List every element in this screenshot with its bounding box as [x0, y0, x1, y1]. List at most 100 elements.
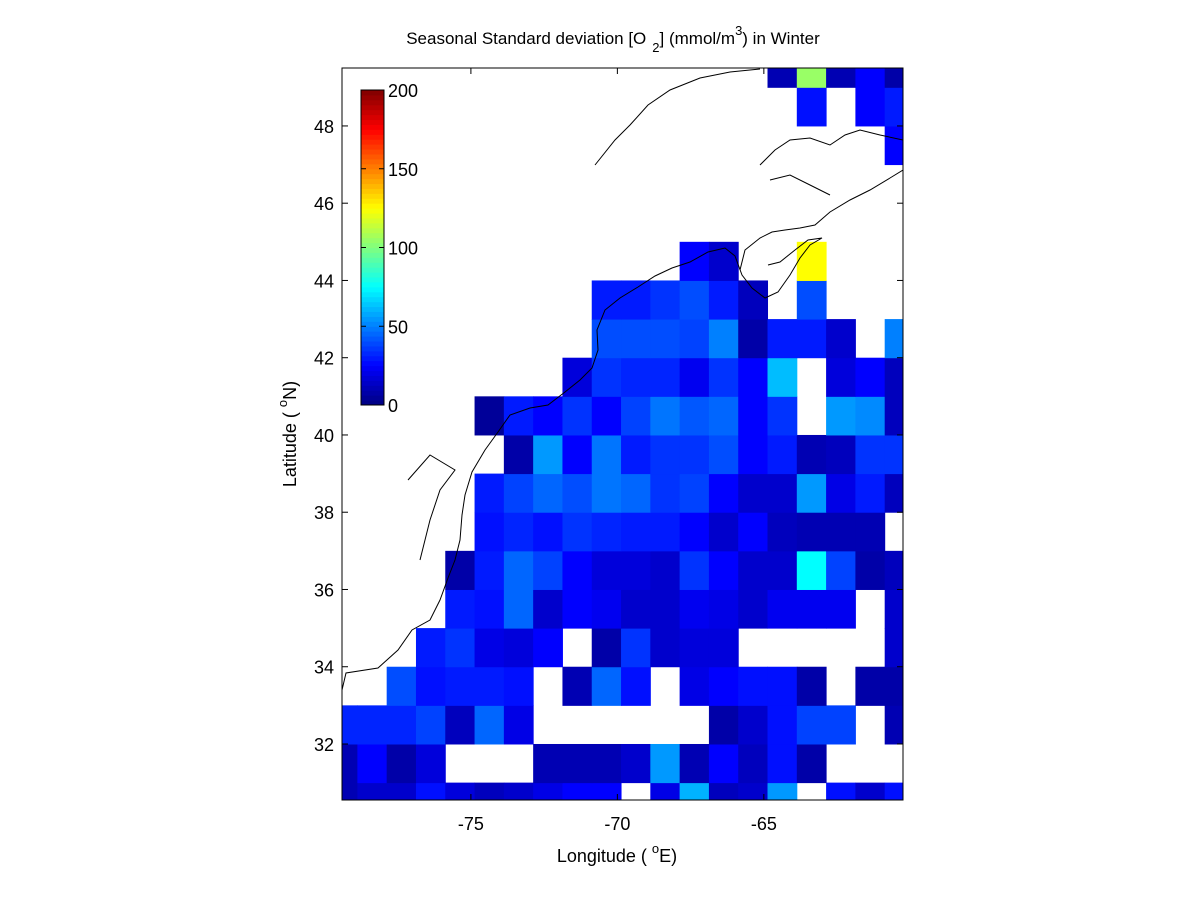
cell: [533, 550, 563, 590]
colorbar-swatch: [361, 336, 384, 342]
x-tick-label: -70: [604, 814, 630, 834]
cell: [884, 357, 903, 397]
y-tick-label: 48: [314, 117, 334, 137]
cell: [796, 434, 827, 475]
cell: [855, 396, 886, 436]
colorbar-swatch: [361, 370, 384, 376]
cell: [621, 743, 651, 784]
cell: [650, 743, 681, 784]
cell: [562, 782, 593, 800]
cell: [562, 666, 593, 706]
cell: [708, 512, 739, 552]
cell: [796, 666, 827, 706]
cell: [767, 743, 798, 784]
cell: [562, 473, 593, 513]
cell: [767, 357, 798, 397]
colorbar-tick-label: 150: [388, 160, 418, 180]
cell: [738, 280, 769, 320]
cell: [884, 396, 903, 436]
colorbar-swatch: [361, 242, 384, 248]
cell: [679, 396, 710, 436]
cell: [591, 666, 622, 706]
cell: [386, 666, 417, 706]
colorbar-swatch: [361, 326, 384, 332]
cell: [796, 280, 827, 320]
cell: [591, 589, 622, 629]
cell: [767, 396, 798, 436]
cell: [796, 589, 827, 629]
y-tick-label: 36: [314, 580, 334, 600]
cell: [679, 434, 710, 475]
cell: [679, 589, 710, 629]
colorbar-swatch: [361, 316, 384, 322]
cell: [591, 628, 622, 668]
colorbar-swatch: [361, 355, 384, 362]
cell: [533, 434, 563, 475]
cell: [591, 434, 622, 475]
colorbar-swatch: [361, 286, 384, 293]
colorbar-swatch: [361, 193, 384, 199]
colorbar-swatch: [361, 375, 384, 381]
colorbar-tick-label: 50: [388, 317, 408, 337]
coastline: [342, 68, 903, 691]
cell: [826, 512, 856, 552]
chart-title: Seasonal Standard deviation [O 2] (mmol/m…: [406, 23, 820, 55]
cell: [826, 473, 856, 513]
colorbar-swatch: [361, 291, 384, 298]
cell: [445, 782, 476, 800]
cell: [591, 473, 622, 513]
cell: [679, 473, 710, 513]
cell: [855, 666, 886, 706]
x-tick-label: -65: [751, 814, 777, 834]
cell: [445, 705, 476, 745]
y-tick-label: 40: [314, 426, 334, 446]
cell: [796, 241, 827, 281]
cell: [533, 512, 563, 552]
colorbar-swatch: [361, 94, 384, 101]
x-axis-label-part: E): [659, 846, 677, 866]
colorbar-swatch: [361, 267, 384, 273]
cell: [342, 743, 358, 784]
colorbar-swatch: [361, 114, 384, 121]
cell: [342, 782, 358, 800]
cell: [708, 705, 739, 745]
cell: [650, 396, 681, 436]
cell: [386, 705, 417, 745]
cell: [591, 357, 622, 397]
cell: [738, 434, 769, 475]
cell: [650, 589, 681, 629]
cell: [738, 473, 769, 513]
cell: [503, 782, 534, 800]
colorbar-swatch: [361, 400, 384, 406]
colorbar-swatch: [361, 109, 384, 116]
cell: [679, 280, 710, 320]
cell: [503, 705, 534, 745]
colorbar-swatch: [361, 331, 384, 337]
cells: [342, 68, 903, 800]
cell: [796, 68, 827, 88]
cell: [621, 628, 651, 668]
cell: [855, 357, 886, 397]
cell: [826, 705, 856, 745]
colorbar-swatch: [361, 173, 384, 180]
cell: [533, 628, 563, 668]
cell: [415, 705, 446, 745]
cell: [445, 550, 476, 590]
cell: [767, 319, 798, 359]
cell: [591, 512, 622, 552]
colorbar-swatch: [361, 296, 384, 303]
colorbar-swatch: [361, 345, 384, 352]
cell: [767, 473, 798, 513]
cell: [738, 357, 769, 397]
cell: [503, 396, 534, 436]
cell: [738, 705, 769, 745]
cell: [679, 319, 710, 359]
colorbar-swatch: [361, 213, 384, 219]
colorbar-swatch: [361, 281, 384, 288]
colorbar-swatch: [361, 203, 384, 209]
cell: [474, 550, 505, 590]
colorbar-swatch: [361, 301, 384, 308]
cell: [474, 589, 505, 629]
cell: [650, 550, 681, 590]
cell: [415, 666, 446, 706]
